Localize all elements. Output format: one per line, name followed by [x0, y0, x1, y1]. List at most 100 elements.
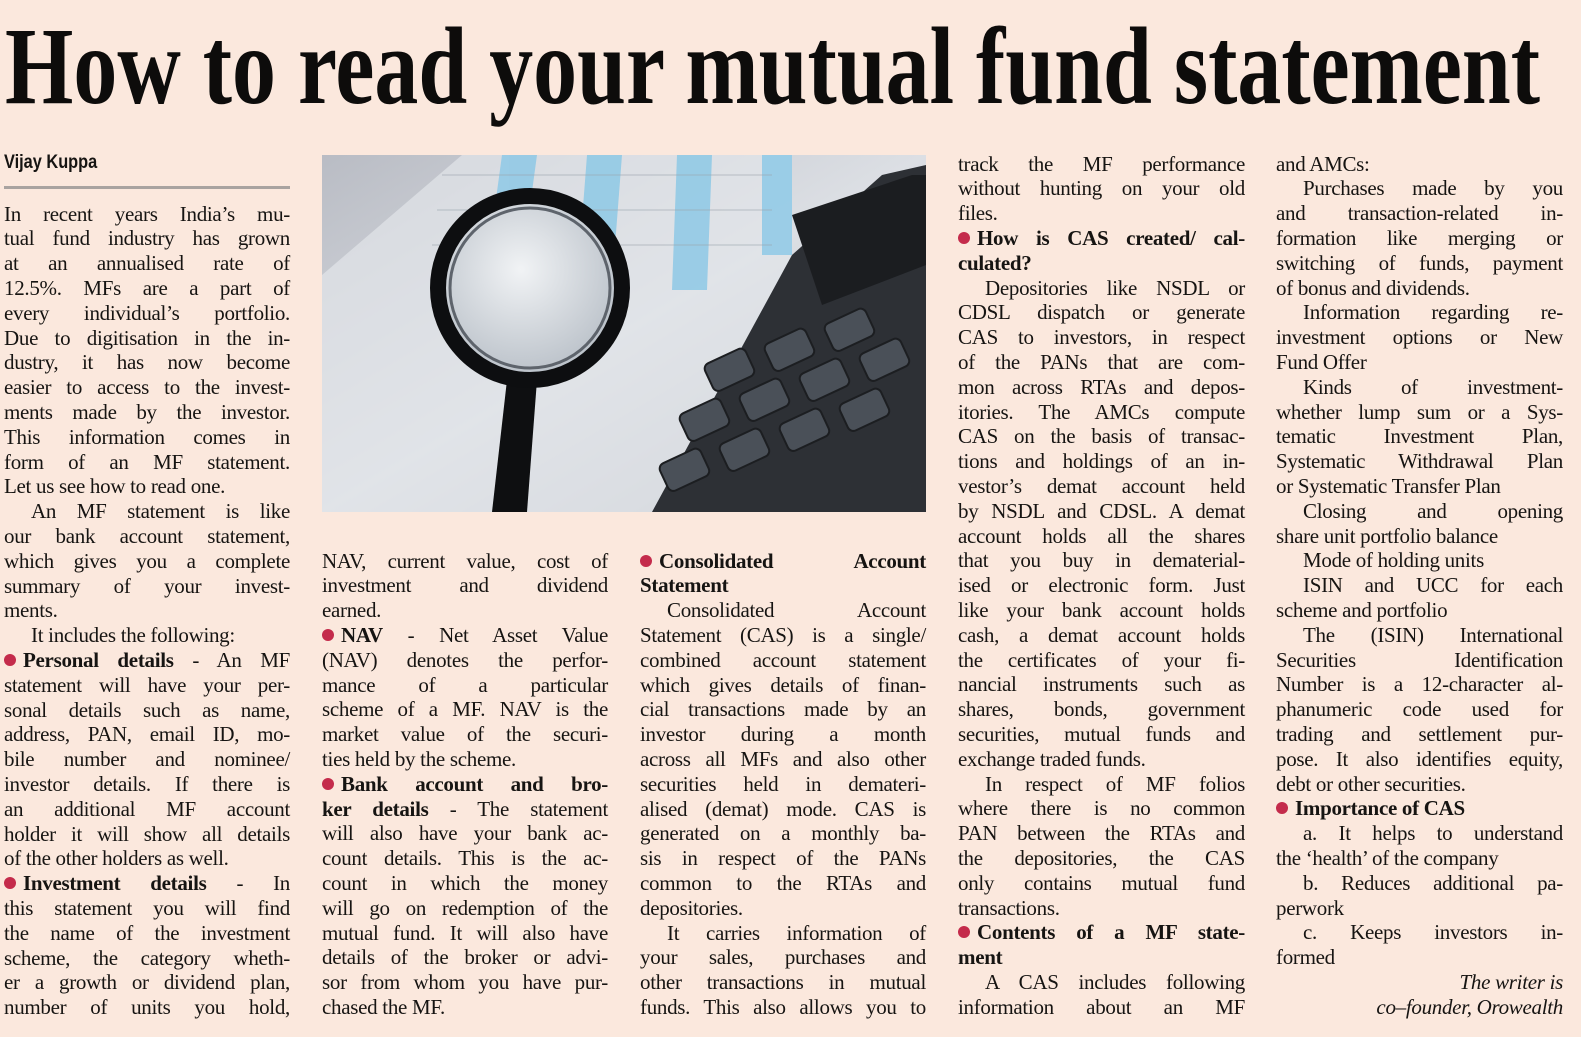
text: 12.5%. MFs are a part of — [4, 275, 290, 300]
text-line: bile number and nominee/ — [4, 747, 290, 772]
text: trading and settlement pur- — [1276, 721, 1563, 746]
text-line: summary of your invest- — [4, 574, 290, 599]
bold-text: culated? — [958, 250, 1032, 275]
text-line: sonal details such as name, — [4, 698, 290, 723]
text-line: combined account statement — [640, 648, 926, 673]
text-line: Personal details - An MF — [4, 648, 290, 673]
bold-text: How is CAS created/ cal- — [977, 225, 1245, 250]
bold-text: Statement — [640, 573, 729, 598]
text: Securities Identification — [1276, 647, 1563, 672]
text-line: CAS on the basis of transac- — [958, 424, 1245, 449]
text: (NAV) denotes the perfor- — [322, 647, 608, 672]
text: investor during a month — [640, 722, 926, 747]
text-line: cash, a demat account holds — [958, 623, 1245, 648]
text-line: address, PAN, email ID, mo- — [4, 722, 290, 747]
credit-line: co–founder, Orowealth — [1376, 994, 1563, 1019]
text: Mode of holding units — [1303, 548, 1484, 573]
text-line: details of the broker or advi- — [322, 945, 608, 970]
text-line: the ‘health’ of the company — [1276, 846, 1563, 871]
text-line: which gives details of finan- — [640, 673, 926, 698]
text-line: whether lump sum or a Sys- — [1276, 400, 1563, 425]
text-line: Depositories like NSDL or — [958, 276, 1245, 301]
text: of bonus and dividends. — [1276, 275, 1470, 300]
text: ments made by the investor. — [4, 399, 290, 424]
text-line: ments made by the investor. — [4, 400, 290, 425]
text: statement will have your per- — [4, 672, 290, 697]
text: tematic Investment Plan, — [1276, 424, 1563, 449]
text-line: investor during a month — [640, 722, 926, 747]
text-line: Mode of holding units — [1276, 548, 1563, 573]
text-line: number of units you hold, — [4, 995, 290, 1020]
text: will go on redemption of the — [322, 895, 608, 920]
text: holder it will show all details — [4, 821, 290, 846]
text-line: track the MF performance — [958, 152, 1245, 177]
text: chased the MF. — [322, 994, 446, 1019]
text: transactions. — [958, 895, 1060, 920]
text: other transactions in mutual — [640, 970, 926, 995]
text-line: tematic Investment Plan, — [1276, 424, 1563, 449]
text: dustry, it has now become — [4, 350, 290, 375]
text: NAV, current value, cost of — [322, 548, 608, 573]
text: without hunting on your old — [958, 176, 1245, 201]
text: summary of your invest- — [4, 573, 290, 598]
text: files. — [958, 201, 998, 226]
text-line: It carries information of — [640, 921, 926, 946]
text-line: sis in respect of the PANs — [640, 846, 926, 871]
byline-rule — [4, 186, 290, 189]
text: perwork — [1276, 895, 1344, 920]
text-line: 12.5%. MFs are a part of — [4, 276, 290, 301]
text-line: Bank account and bro- — [322, 772, 608, 797]
text: Let us see how to read one. — [4, 474, 226, 499]
text: cial transactions made by an — [640, 697, 926, 722]
credit-line: The writer is — [1459, 969, 1564, 994]
text: common to the RTAs and — [640, 870, 926, 895]
text: mutual fund. It will also have — [322, 920, 608, 945]
bullet — [4, 877, 16, 890]
text-line: pose. It also identifies equity, — [1276, 747, 1563, 772]
text-line: switching of funds, payment — [1276, 251, 1563, 276]
text-line: tual fund industry has grown — [4, 226, 290, 251]
text: A CAS includes following — [985, 969, 1245, 994]
text-line: Securities Identification — [1276, 648, 1563, 673]
text: phanumeric code used for — [1276, 697, 1563, 722]
text-line: of bonus and dividends. — [1276, 276, 1563, 301]
text: combined account statement — [640, 647, 926, 672]
text-line: Consolidated Account — [640, 598, 926, 623]
text-line: b. Reduces additional pa- — [1276, 871, 1563, 896]
text-line: information about an MF — [958, 995, 1245, 1020]
column: and AMCs: Purchases made by you and transa… — [1276, 152, 1563, 1020]
text-line: files. — [958, 201, 1245, 226]
text-line: Kinds of investment- — [1276, 375, 1563, 400]
text-line: vestor’s demat account held — [958, 474, 1245, 499]
text-line: ment — [958, 945, 1245, 970]
text-line: transactions. — [958, 896, 1245, 921]
text-line: count in which the money — [322, 871, 608, 896]
text: Systematic Withdrawal Plan — [1276, 449, 1563, 474]
text-line: PAN between the RTAs and — [958, 821, 1245, 846]
text-line: formed — [1276, 945, 1563, 970]
text-line: scheme of a MF. NAV is the — [322, 697, 608, 722]
text-line: Importance of CAS — [1276, 796, 1563, 821]
text: whether lump sum or a Sys- — [1276, 399, 1563, 424]
text: which gives details of finan- — [640, 672, 926, 697]
text-line: Due to digitisation in the in- — [4, 326, 290, 351]
text-line: chased the MF. — [322, 995, 608, 1020]
column: Consolidated Account Statement Consolidate… — [640, 549, 926, 1020]
text: securities held in demateri- — [640, 771, 926, 796]
bullet — [322, 628, 334, 641]
text-line: statement will have your per- — [4, 673, 290, 698]
text: like your bank account holds — [958, 597, 1245, 622]
text-line: NAV - Net Asset Value — [322, 623, 608, 648]
text: nancial instruments such as — [958, 672, 1245, 697]
text: - The statement — [428, 796, 609, 821]
text-line: other transactions in mutual — [640, 970, 926, 995]
bullet — [958, 231, 970, 244]
text-line: or Systematic Transfer Plan — [1276, 474, 1563, 499]
bold-text: Consolidated Account — [659, 548, 926, 573]
text-line: dustry, it has now become — [4, 350, 290, 375]
text-line: Number is a 12-character al- — [1276, 672, 1563, 697]
text-line: the name of the investment — [4, 921, 290, 946]
text-line: share unit portfolio balance — [1276, 524, 1563, 549]
text: mance of a particular — [322, 672, 608, 697]
text-line: which gives you a complete — [4, 549, 290, 574]
